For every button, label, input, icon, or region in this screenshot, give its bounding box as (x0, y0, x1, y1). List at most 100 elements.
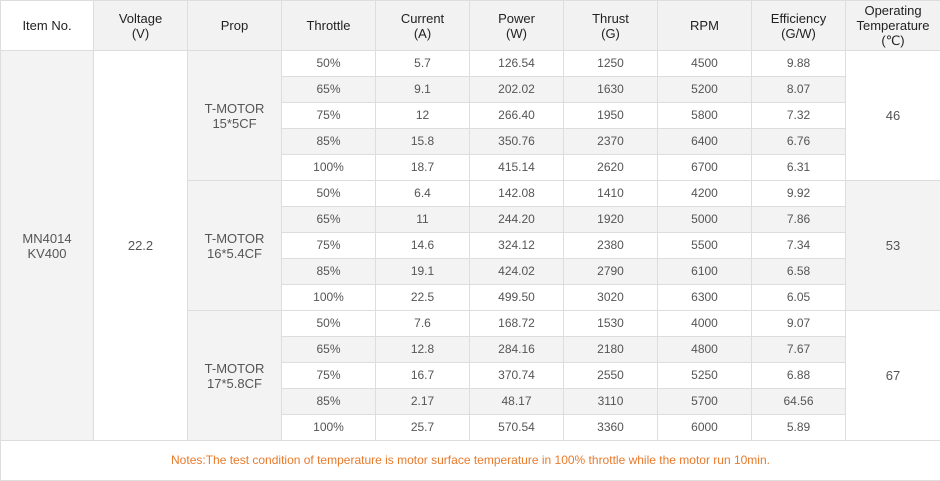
header-prop-line: Prop (220, 18, 249, 33)
table-row: 85% 15.8 350.76 2370 6400 6.76 (1, 128, 940, 155)
efficiency-cell: 9.07 (751, 310, 846, 337)
throttle-cell: 50% (281, 180, 376, 207)
efficiency-cell: 6.76 (751, 128, 846, 155)
rpm-cell: 5200 (657, 76, 752, 103)
power-cell: 142.08 (469, 180, 564, 207)
current-cell: 16.7 (375, 362, 470, 389)
thrust-cell: 2620 (563, 154, 658, 181)
current-cell: 6.4 (375, 180, 470, 207)
power-cell: 570.54 (469, 414, 564, 441)
efficiency-cell: 6.05 (751, 284, 846, 311)
header-power-line: Power (498, 10, 535, 26)
rpm-cell: 5250 (657, 362, 752, 389)
header-power-line: (W) (506, 25, 527, 41)
notes-row: Notes:The test condition of temperature … (0, 440, 940, 481)
current-cell: 19.1 (375, 258, 470, 285)
prop-line: 16*5.4CF (207, 245, 262, 261)
prop-cell: T-MOTOR 15*5CF (187, 50, 282, 181)
thrust-cell: 2790 (563, 258, 658, 285)
thrust-cell: 1530 (563, 310, 658, 337)
prop-line: T-MOTOR (204, 360, 265, 376)
efficiency-cell: 5.89 (751, 414, 846, 441)
header-item-no-line: Item No. (22, 18, 72, 33)
current-cell: 18.7 (375, 154, 470, 181)
thrust-cell: 1410 (563, 180, 658, 207)
rpm-cell: 4500 (657, 50, 752, 77)
rpm-cell: 5000 (657, 206, 752, 233)
header-thrust: Thrust (G) (563, 0, 658, 51)
efficiency-cell: 7.32 (751, 102, 846, 129)
header-throttle: Throttle (281, 0, 376, 51)
thrust-cell: 3110 (563, 388, 658, 415)
table-row: 100% 18.7 415.14 2620 6700 6.31 (1, 154, 940, 181)
rpm-cell: 4800 (657, 336, 752, 363)
power-cell: 126.54 (469, 50, 564, 77)
thrust-cell: 1630 (563, 76, 658, 103)
throttle-cell: 65% (281, 336, 376, 363)
thrust-cell: 1950 (563, 102, 658, 129)
header-temperature: Operating Temperature (℃) (845, 0, 940, 51)
prop-line: T-MOTOR (204, 230, 265, 246)
current-cell: 15.8 (375, 128, 470, 155)
table-row: 65% 11 244.20 1920 5000 7.86 (1, 206, 940, 233)
thrust-cell: 1250 (563, 50, 658, 77)
thrust-cell: 2550 (563, 362, 658, 389)
rpm-cell: 6100 (657, 258, 752, 285)
power-cell: 202.02 (469, 76, 564, 103)
rpm-cell: 5500 (657, 232, 752, 259)
header-rpm-line: RPM (690, 18, 719, 33)
prop-cell: T-MOTOR 17*5.8CF (187, 310, 282, 441)
thrust-cell: 2370 (563, 128, 658, 155)
prop-cell: T-MOTOR 16*5.4CF (187, 180, 282, 311)
header-thrust-line: Thrust (592, 10, 629, 26)
efficiency-cell: 64.56 (751, 388, 846, 415)
table-row: 65% 9.1 202.02 1630 5200 8.07 (1, 76, 940, 103)
power-cell: 168.72 (469, 310, 564, 337)
efficiency-cell: 7.86 (751, 206, 846, 233)
header-temperature-line: Temperature (856, 18, 930, 33)
header-current-line: (A) (413, 25, 432, 41)
rpm-cell: 5800 (657, 102, 752, 129)
header-item-no: Item No. (0, 0, 94, 51)
throttle-cell: 50% (281, 50, 376, 77)
temperature-cell: 53 (845, 180, 940, 311)
thrust-cell: 2180 (563, 336, 658, 363)
header-prop: Prop (187, 0, 282, 51)
current-cell: 25.7 (375, 414, 470, 441)
efficiency-cell: 8.07 (751, 76, 846, 103)
header-row: Item No. Voltage (V) Prop Throttle Current (A)… (0, 0, 940, 51)
current-cell: 7.6 (375, 310, 470, 337)
header-power: Power (W) (469, 0, 564, 51)
efficiency-cell: 9.92 (751, 180, 846, 207)
rpm-cell: 4200 (657, 180, 752, 207)
header-rpm: RPM (657, 0, 752, 51)
throttle-cell: 100% (281, 284, 376, 311)
throttle-cell: 50% (281, 310, 376, 337)
table-row: 65% 12.8 284.16 2180 4800 7.67 (1, 336, 940, 363)
current-cell: 2.17 (375, 388, 470, 415)
table-row: T-MOTOR 17*5.8CF 50% 7.6 168.72 1530 4000 9.07 6… (1, 310, 940, 441)
thrust-cell: 3360 (563, 414, 658, 441)
efficiency-cell: 7.67 (751, 336, 846, 363)
thrust-cell: 3020 (563, 284, 658, 311)
table-row: 75% 14.6 324.12 2380 5500 7.34 (1, 232, 940, 259)
efficiency-cell: 6.88 (751, 362, 846, 389)
throttle-cell: 75% (281, 232, 376, 259)
header-current: Current (A) (375, 0, 470, 51)
throttle-cell: 85% (281, 128, 376, 155)
power-cell: 48.17 (469, 388, 564, 415)
header-voltage: Voltage (V) (93, 0, 188, 51)
rpm-cell: 6000 (657, 414, 752, 441)
power-cell: 324.12 (469, 232, 564, 259)
current-cell: 22.5 (375, 284, 470, 311)
power-cell: 370.74 (469, 362, 564, 389)
prop-line: 15*5CF (212, 115, 257, 131)
current-cell: 11 (375, 206, 470, 233)
header-thrust-line: (G) (601, 25, 620, 41)
item-no-cell: MN4014 KV400 (0, 50, 94, 441)
header-efficiency: Efficiency (G/W) (751, 0, 846, 51)
header-throttle-line: Throttle (306, 18, 351, 33)
efficiency-cell: 6.31 (751, 154, 846, 181)
power-cell: 244.20 (469, 206, 564, 233)
